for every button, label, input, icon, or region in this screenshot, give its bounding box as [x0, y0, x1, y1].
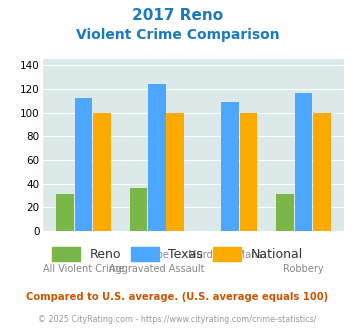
Bar	[222, 102, 239, 231]
Text: Murder & Mans...: Murder & Mans...	[189, 250, 272, 260]
Bar	[240, 113, 257, 231]
Text: Robbery: Robbery	[283, 264, 324, 274]
Bar	[75, 98, 92, 231]
Text: Rape: Rape	[144, 250, 169, 260]
Text: All Violent Crime: All Violent Crime	[43, 264, 124, 274]
Bar	[93, 113, 111, 231]
Text: Violent Crime Comparison: Violent Crime Comparison	[76, 28, 279, 42]
Text: Compared to U.S. average. (U.S. average equals 100): Compared to U.S. average. (U.S. average …	[26, 292, 329, 302]
Text: © 2025 CityRating.com - https://www.cityrating.com/crime-statistics/: © 2025 CityRating.com - https://www.city…	[38, 315, 317, 324]
Text: Aggravated Assault: Aggravated Assault	[109, 264, 204, 274]
Text: 2017 Reno: 2017 Reno	[132, 8, 223, 23]
Bar	[148, 84, 165, 231]
Bar	[295, 92, 312, 231]
Bar	[313, 113, 331, 231]
Bar	[56, 194, 74, 231]
Bar	[276, 194, 294, 231]
Bar	[166, 113, 184, 231]
Bar	[130, 188, 147, 231]
Legend: Reno, Texas, National: Reno, Texas, National	[47, 242, 308, 266]
